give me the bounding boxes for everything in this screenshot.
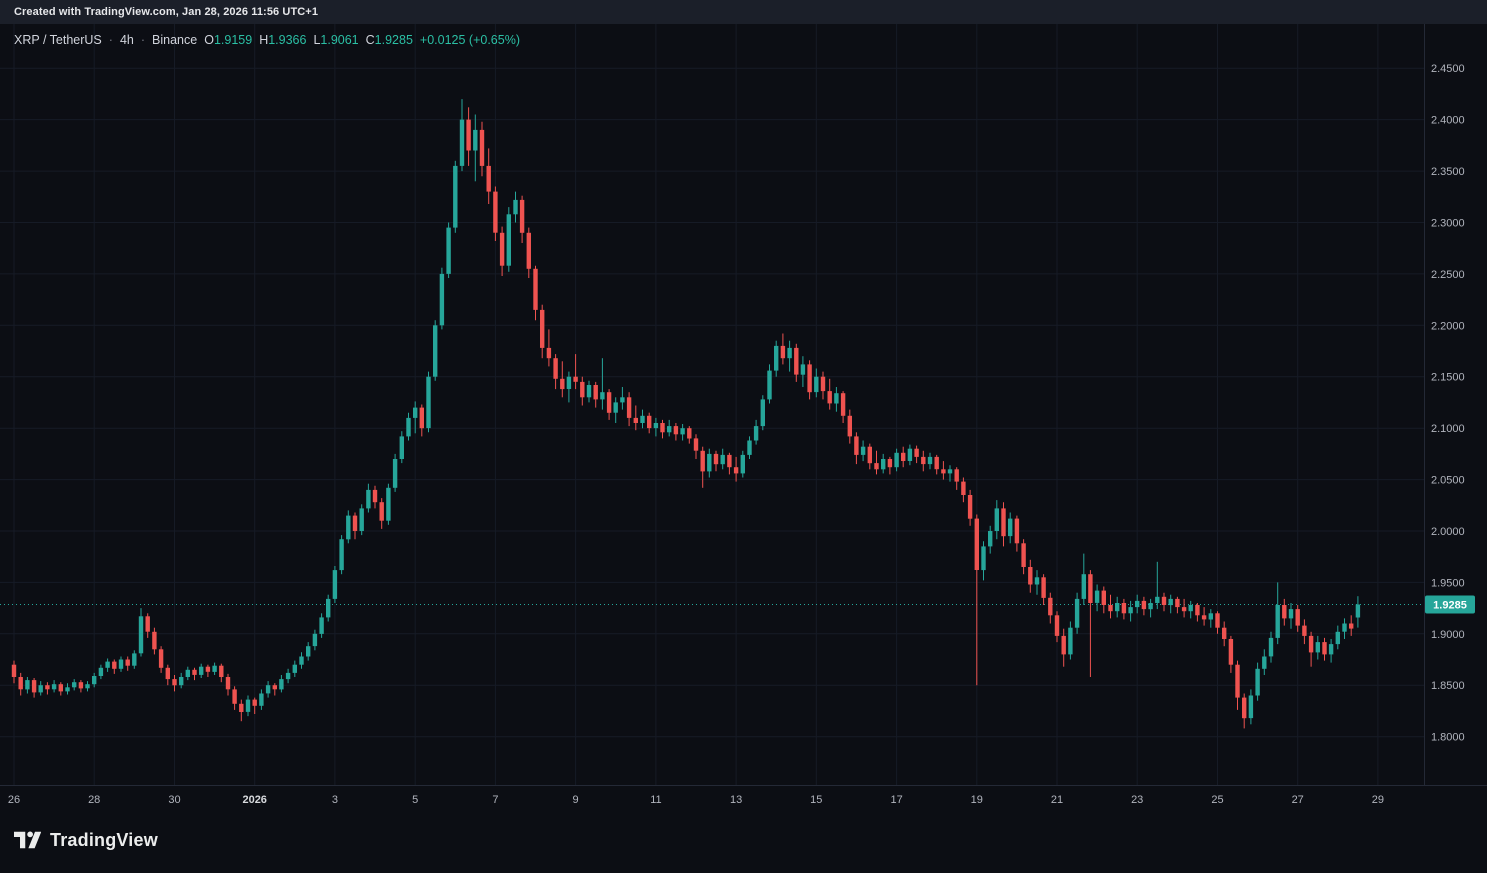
svg-text:27: 27 — [1292, 794, 1304, 806]
time-scale-labels: 26 28 30 2026 3 5 7 9 11 13 15 17 19 21 23 25 27 29 — [8, 794, 1384, 806]
svg-text:1.9000: 1.9000 — [1431, 629, 1465, 641]
svg-text:2.4500: 2.4500 — [1431, 63, 1465, 75]
svg-text:2.0500: 2.0500 — [1431, 475, 1465, 487]
candles — [11, 99, 1361, 729]
svg-text:25: 25 — [1211, 794, 1223, 806]
svg-text:23: 23 — [1131, 794, 1143, 806]
svg-text:2.2500: 2.2500 — [1431, 269, 1465, 281]
symbol-name: XRP / TetherUS — [14, 33, 102, 47]
price-axis[interactable] — [1424, 24, 1487, 785]
interval-label: 4h — [119, 33, 134, 47]
svg-text:2.1000: 2.1000 — [1431, 423, 1465, 435]
svg-text:15: 15 — [810, 794, 822, 806]
svg-text:2.3500: 2.3500 — [1431, 166, 1465, 178]
svg-text:29: 29 — [1372, 794, 1384, 806]
price-change: +0.0125 (+0.65%) — [419, 33, 520, 47]
ohlc-high: H1.9366 — [259, 33, 307, 47]
exchange-label: Binance — [152, 33, 198, 47]
svg-text:2.4000: 2.4000 — [1431, 115, 1465, 127]
svg-text:26: 26 — [8, 794, 20, 806]
svg-text:21: 21 — [1051, 794, 1063, 806]
svg-text:13: 13 — [730, 794, 742, 806]
svg-text:1.8000: 1.8000 — [1431, 732, 1465, 744]
ohlc-close: C1.9285 — [365, 33, 413, 47]
svg-text:28: 28 — [88, 794, 100, 806]
svg-text:5: 5 — [412, 794, 418, 806]
legend-separator: · — [140, 33, 146, 47]
svg-text:2.3000: 2.3000 — [1431, 218, 1465, 230]
svg-text:1.8500: 1.8500 — [1431, 680, 1465, 692]
svg-text:19: 19 — [971, 794, 983, 806]
time-axis[interactable] — [0, 785, 1424, 815]
svg-text:11: 11 — [650, 794, 661, 806]
svg-text:9: 9 — [573, 794, 579, 806]
attribution-text: Created with TradingView.com, Jan 28, 20… — [14, 6, 319, 18]
svg-text:3: 3 — [332, 794, 338, 806]
grid-lines — [0, 24, 1424, 785]
svg-text:1.9500: 1.9500 — [1431, 577, 1465, 589]
tradingview-logo[interactable]: TradingView — [14, 829, 158, 851]
symbol-legend[interactable]: XRP / TetherUS · 4h · Binance O1.9159 H1… — [14, 33, 520, 47]
svg-text:2.2000: 2.2000 — [1431, 320, 1465, 332]
tradingview-mark-icon — [14, 831, 41, 849]
last-price-badge: 1.9285 — [1425, 595, 1475, 614]
ohlc-low: L1.9061 — [313, 33, 359, 47]
svg-text:1.9285: 1.9285 — [1433, 600, 1467, 612]
svg-text:2.1500: 2.1500 — [1431, 372, 1465, 384]
legend-separator: · — [108, 33, 113, 47]
attribution-bar: Created with TradingView.com, Jan 28, 20… — [0, 0, 1487, 24]
svg-text:7: 7 — [492, 794, 498, 806]
svg-text:2.0000: 2.0000 — [1431, 526, 1465, 538]
price-scale-labels: 2.4500 2.4000 2.3500 2.3000 2.2500 2.2000 2.15… — [1431, 63, 1465, 744]
ohlc-open: O1.9159 — [204, 33, 253, 47]
brand-name: TradingView — [50, 829, 158, 850]
svg-text:17: 17 — [890, 794, 902, 806]
svg-text:30: 30 — [168, 794, 180, 806]
svg-text:2026: 2026 — [242, 794, 266, 806]
